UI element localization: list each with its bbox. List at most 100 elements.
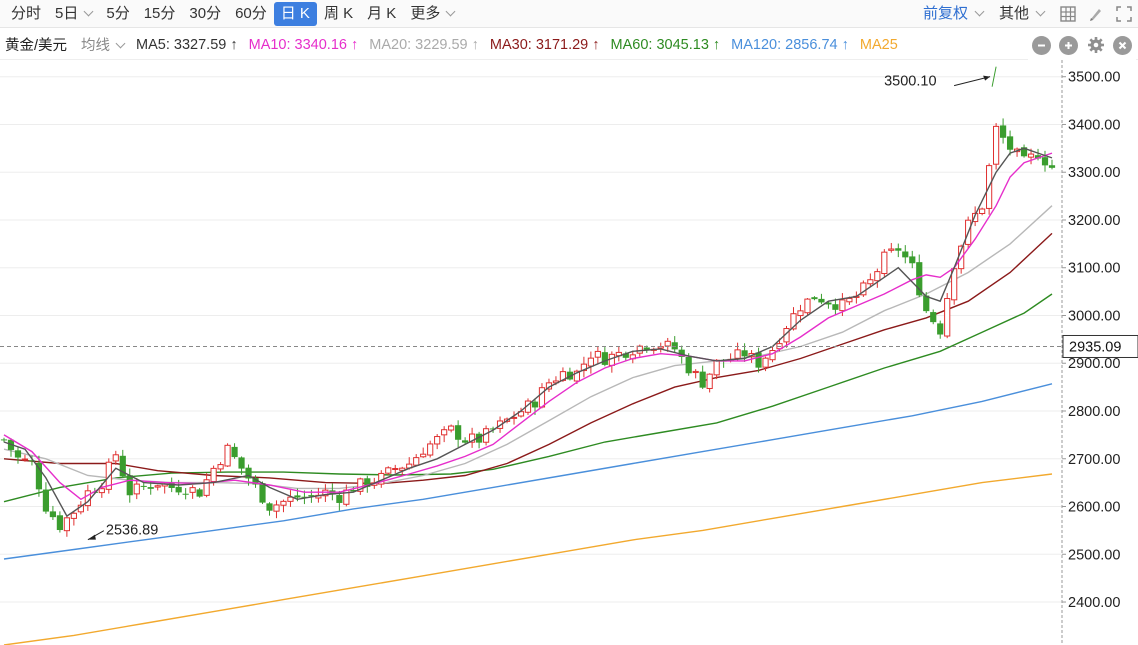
ma-icons bbox=[1028, 30, 1136, 60]
candle-body-up bbox=[706, 373, 713, 389]
plus-circle-icon[interactable] bbox=[1059, 35, 1078, 55]
grid-icon[interactable] bbox=[1054, 0, 1082, 28]
candle-body-up bbox=[469, 433, 476, 443]
adjust-label: 前复权 bbox=[922, 5, 968, 22]
minus-circle-icon[interactable] bbox=[1032, 35, 1051, 55]
ma-item[interactable]: MA120: 2856.74 ↑ bbox=[731, 36, 849, 53]
candle-body-down bbox=[832, 304, 839, 310]
tab-label: 5日 bbox=[55, 4, 79, 22]
ma-item[interactable]: MA25 bbox=[859, 36, 898, 53]
candle-body-down bbox=[902, 251, 909, 258]
candle-body-down bbox=[937, 323, 944, 335]
candle-body-down bbox=[699, 371, 706, 388]
tab-5[interactable]: 60分 bbox=[228, 2, 274, 26]
candle-body-down bbox=[350, 489, 357, 492]
candle-body-up bbox=[21, 458, 29, 461]
candle-body-up bbox=[797, 310, 804, 317]
candle-body-up bbox=[392, 468, 399, 471]
candle-body-down bbox=[741, 350, 748, 357]
tab-label: 日 K bbox=[280, 4, 310, 22]
candle-body-up bbox=[860, 282, 867, 296]
candle-body-up bbox=[979, 208, 986, 214]
candle-body-down bbox=[643, 347, 650, 350]
candle-body-up bbox=[1027, 153, 1035, 158]
candle-body-down bbox=[462, 440, 469, 443]
ma-item[interactable]: MA20: 3229.59 ↑ bbox=[369, 36, 479, 53]
candle-body-up bbox=[210, 467, 217, 482]
candle-body-down bbox=[196, 489, 203, 497]
candle-body-down bbox=[678, 349, 685, 357]
candle-body-up bbox=[63, 517, 70, 532]
ma-item[interactable]: MA30: 3171.29 ↑ bbox=[489, 36, 600, 53]
candle-body-up bbox=[636, 345, 643, 354]
current-price-label: 2935.09 bbox=[1069, 339, 1121, 355]
candle-body-up bbox=[448, 425, 455, 431]
chevron-down-icon bbox=[1035, 6, 1046, 17]
candle-body-up bbox=[573, 370, 581, 382]
candle-body-up bbox=[203, 479, 210, 496]
candle-body-down bbox=[119, 455, 126, 477]
tab-1[interactable]: 5日 bbox=[48, 2, 99, 26]
candle-body-up bbox=[769, 350, 776, 361]
candle-body-up bbox=[357, 478, 364, 492]
ma-item[interactable]: MA10: 3340.16 ↑ bbox=[248, 36, 359, 53]
high-arrow-head bbox=[983, 75, 991, 81]
ma-legend-bar: 黄金/美元 均线 MA5: 3327.59 ↑ MA10: 3340.16 ↑ MA… bbox=[0, 30, 1138, 60]
low-annotation: 2536.89 bbox=[106, 523, 158, 539]
candle-body-down bbox=[916, 262, 923, 296]
candle-body-down bbox=[238, 457, 245, 469]
ma60-line bbox=[3, 293, 1053, 503]
candle-body-up bbox=[846, 297, 853, 303]
close-circle-icon[interactable] bbox=[1113, 35, 1132, 55]
tab-0[interactable]: 分时 bbox=[4, 2, 48, 26]
candle-body-down bbox=[364, 478, 371, 487]
adjust-dropdown[interactable]: 前复权 bbox=[917, 0, 993, 28]
tab-label: 月 K bbox=[367, 4, 397, 22]
ma-switch-dropdown[interactable]: 均线 bbox=[81, 34, 136, 55]
candle-body-up bbox=[427, 443, 434, 456]
candle-body-down bbox=[147, 487, 154, 489]
y-tick-label: 2500.00 bbox=[1068, 547, 1120, 563]
candle-body-down bbox=[175, 486, 182, 493]
candle-body-up bbox=[594, 350, 601, 358]
tab-7[interactable]: 周 K bbox=[317, 2, 360, 26]
candle-body-up bbox=[420, 453, 427, 458]
gear-icon[interactable] bbox=[1086, 36, 1105, 55]
candle-body-up bbox=[441, 429, 448, 436]
chevron-down-icon bbox=[974, 6, 985, 17]
candle-body-up bbox=[217, 464, 224, 470]
candle-body-up bbox=[762, 357, 769, 368]
ma-item[interactable]: MA60: 3045.13 ↑ bbox=[610, 36, 721, 53]
candle-body-up bbox=[888, 248, 895, 251]
candle-body-down bbox=[755, 352, 762, 368]
candle-body-down bbox=[923, 295, 930, 312]
candle-body-down bbox=[308, 495, 315, 497]
candle-body-up bbox=[133, 483, 140, 495]
candle-body-down bbox=[182, 493, 189, 495]
tab-3[interactable]: 15分 bbox=[137, 2, 183, 26]
candle-body-up bbox=[881, 251, 888, 275]
candle-body-down bbox=[35, 462, 43, 490]
brush-icon[interactable] bbox=[1082, 0, 1110, 28]
candle-body-down bbox=[1034, 155, 1042, 159]
tab-2[interactable]: 5分 bbox=[99, 2, 136, 26]
ma-item[interactable]: MA5: 3327.59 ↑ bbox=[136, 36, 238, 53]
period-toolbar: 分时 5日 5分 15分 30分 60分日 K 周 K 月 K 更多 前复权 其他 bbox=[0, 0, 1138, 28]
candle-body-up bbox=[70, 512, 77, 519]
other-dropdown[interactable]: 其他 bbox=[993, 0, 1054, 28]
kline-chart[interactable]: 2400.00 2500.00 2600.00 2700.00 2800.00 2900.… bbox=[0, 60, 1138, 645]
fullscreen-icon[interactable] bbox=[1110, 0, 1138, 28]
tab-8[interactable]: 月 K bbox=[360, 2, 403, 26]
candle-body-up bbox=[804, 298, 811, 314]
tab-label: 周 K bbox=[323, 4, 354, 22]
candle-body-down bbox=[259, 483, 266, 503]
candle-body-down bbox=[294, 495, 301, 498]
tab-4[interactable]: 30分 bbox=[182, 2, 228, 26]
candle-body-down bbox=[301, 496, 308, 498]
tab-6[interactable]: 日 K bbox=[273, 1, 317, 26]
candle-body-up bbox=[874, 271, 881, 282]
tab-9[interactable]: 更多 bbox=[403, 2, 461, 26]
candle-body-down bbox=[1020, 147, 1028, 157]
y-tick-label: 2900.00 bbox=[1068, 356, 1120, 372]
candle-body-up bbox=[790, 313, 797, 330]
